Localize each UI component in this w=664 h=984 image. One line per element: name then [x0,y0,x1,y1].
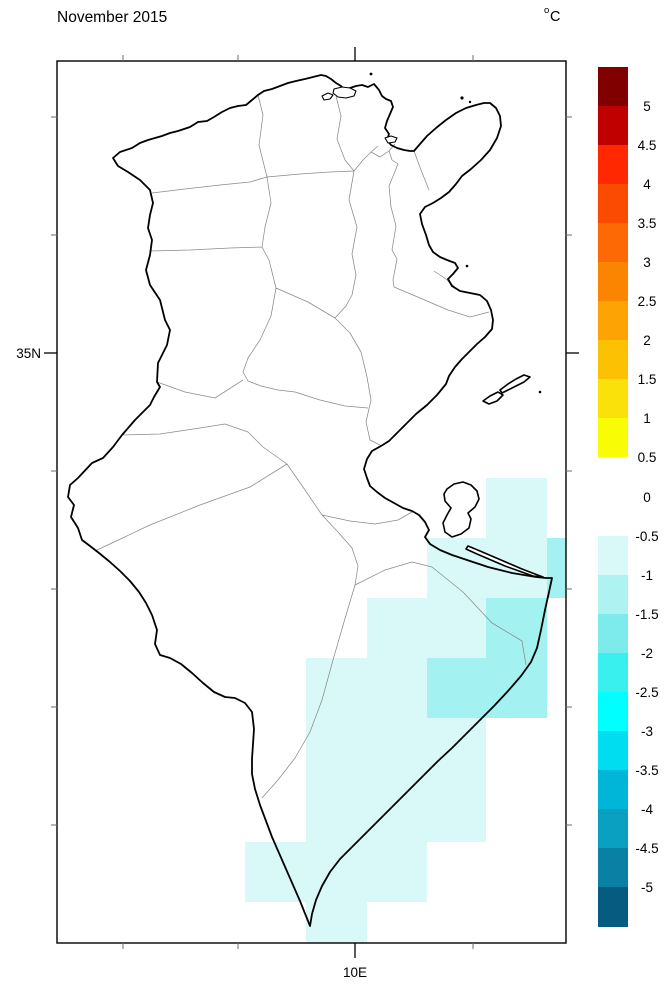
colorbar-segment [598,145,628,184]
colorbar-label: 5 [643,99,651,114]
lake-ichkeul [321,92,334,101]
anomaly-cell [306,780,367,842]
degree-symbol: o [544,5,549,16]
colorbar-segment [598,848,628,887]
page-title: November 2015 [57,9,167,26]
colorbar-segment [598,614,628,653]
colorbar-label: 3.5 [638,216,657,231]
islet-dot [369,72,373,76]
unit-letter: C [550,9,560,25]
colorbar-segment [598,301,628,340]
anomaly-cell [306,902,367,943]
colorbar-label: -3 [641,724,653,739]
colorbar-label: 1.5 [638,372,657,387]
anomaly-cell [367,780,427,842]
colorbar-segment [598,379,628,418]
colorbar-segment [598,67,628,106]
colorbar-segment [598,887,628,927]
kerkennah-island-ne [499,374,531,394]
colorbar-label: -1.5 [635,607,658,622]
anomaly-cell [306,842,367,902]
anomaly-cell [367,842,427,902]
unit-label: o C [544,0,560,25]
colorbar-segment [598,340,628,379]
colorbar-label: 4.5 [638,138,657,153]
anomaly-cell [427,598,486,658]
colorbar-segment [598,184,628,223]
colorbar-label: -1 [641,568,653,583]
colorbar-label: 0 [643,490,651,505]
anomaly-cell [306,718,367,780]
colorbar-segment [598,536,628,575]
anomaly-cells [245,478,566,943]
colorbar-label: 0.5 [638,450,657,465]
map-frame [56,60,567,944]
lakes [321,86,398,144]
colorbar-segment [598,770,628,809]
anomaly-cell [486,478,547,538]
colorbar-segment [598,497,628,536]
colorbar-label: 2 [643,333,651,348]
axis-ticks [44,47,579,958]
islands [369,72,544,578]
colorbar-segment [598,692,628,731]
colorbar-segment [598,418,628,457]
governorate-borders [94,94,527,799]
lat-axis-label: 35N [16,346,41,361]
anomaly-cell [367,718,427,780]
colorbar-segment [598,809,628,848]
anomaly-cell [486,658,547,718]
anomaly-cell [367,598,427,658]
colorbar-label: 2.5 [638,294,657,309]
islet-dot [460,96,464,100]
djerba-island [442,481,480,538]
colorbar-label: 3 [643,255,651,270]
colorbar-segment [598,262,628,301]
colorbar-segment [598,731,628,770]
anomaly-cell [306,658,367,718]
colorbar-segment [598,575,628,614]
colorbar-label: -4.5 [635,841,658,856]
colorbar-label: -2 [641,646,653,661]
colorbar: 5 4.5 4 3.5 3 2.5 2 1.5 1 0.5 0 -0.5 -1 … [598,67,659,927]
colorbar-label: -0.5 [635,529,658,544]
lon-axis-label: 10E [343,965,367,980]
colorbar-label: -2.5 [635,685,658,700]
zarzis-spit [465,545,544,578]
colorbar-segment [598,223,628,262]
lake-tunis [384,135,398,144]
colorbar-label: -5 [641,880,653,895]
islet-dot [465,264,469,268]
anomaly-cell [427,780,486,842]
islet-dot [468,100,472,104]
colorbar-label: -3.5 [635,763,658,778]
colorbar-label: -4 [641,802,653,817]
colorbar-segment [598,457,628,497]
anomaly-cell [486,598,547,658]
colorbar-segment [598,106,628,145]
colorbar-segment [598,653,628,692]
islet-dot [538,390,542,394]
lake-bizerte [332,86,357,99]
anomaly-cell [427,718,486,780]
kerkennah-island-sw [482,391,504,405]
anomaly-cell [427,658,486,718]
anomaly-cell [367,658,427,718]
colorbar-label: 1 [643,411,651,426]
colorbar-label: 4 [643,177,651,192]
